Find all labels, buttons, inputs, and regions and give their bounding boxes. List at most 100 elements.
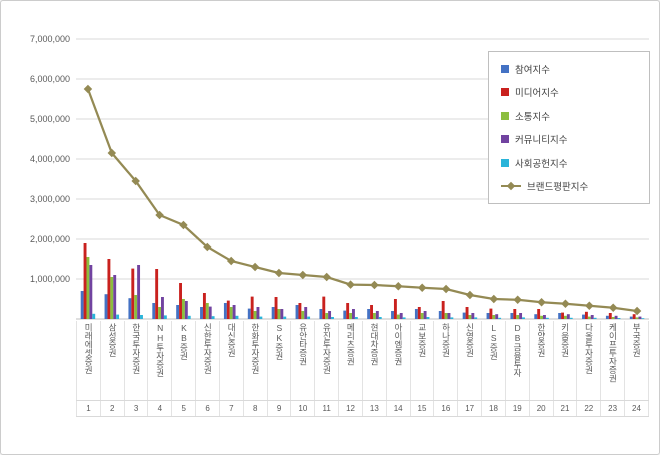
bar-커뮤니티지수 [614,315,618,319]
line-브랜드평판지수 [86,88,638,313]
bar-커뮤니티지수 [113,275,117,319]
bar-사회공헌지수 [426,317,430,319]
bar-사회공헌지수 [641,318,645,319]
bar-사회공헌지수 [331,317,334,319]
bar-미디어지수 [393,299,397,319]
bar-미디어지수 [274,297,278,319]
bar-참여지수 [343,310,347,319]
bar-참여지수 [486,313,490,319]
bar-소통지수 [587,316,591,319]
bar-커뮤니티지수 [328,311,332,319]
x-category-number: 5 [171,401,195,416]
x-category-label: 부국증권 [631,323,642,357]
bar-소통지수 [181,299,185,319]
bar-참여지수 [295,305,299,319]
x-category-number: 11 [314,401,338,416]
bar-미디어지수 [370,305,373,319]
bar-커뮤니티지수 [137,265,141,319]
x-category-cell: 교보증권 [409,321,434,400]
bar-참여지수 [414,309,418,319]
y-tick-label: 4,000,000 [30,154,70,164]
bar-커뮤니티지수 [566,314,570,319]
x-category-label: 한국투자증권 [131,323,142,374]
bar-소통지수 [301,311,305,319]
bar-사회공헌지수 [378,317,382,319]
bar-소통지수 [325,313,329,319]
x-category-number: 18 [481,401,505,416]
legend-label: 사회공헌지수 [515,158,568,170]
legend-label: 미디어지수 [515,88,559,100]
bar-사회공헌지수 [617,318,621,319]
bar-참여지수 [582,314,585,319]
x-category-label: 케이프투자증권 [607,323,618,383]
bar-커뮤니티지수 [447,313,451,319]
marker-브랜드평판지수 [632,306,642,316]
x-category-label: 유안타증권 [298,323,309,366]
x-category-cell: 메리츠증권 [338,321,362,400]
x-category-label: 대신증권 [226,323,237,357]
bar-커뮤니티지수 [543,315,546,319]
marker-브랜드평판지수 [250,262,260,272]
marker-브랜드평판지수 [441,284,451,294]
bar-사회공헌지수 [259,316,263,319]
marker-브랜드평판지수 [585,301,594,311]
bar-커뮤니티지수 [256,307,260,319]
bar-커뮤니티지수 [375,311,379,319]
bar-참여지수 [80,291,84,319]
legend-line-swatch [501,181,521,191]
bar-사회공헌지수 [163,315,167,319]
bar-미디어지수 [489,308,493,319]
bar-미디어지수 [465,307,469,319]
bar-참여지수 [271,307,275,319]
x-category-cell: 유진투자증권 [314,321,338,400]
bar-참여지수 [319,309,323,319]
legend-diamond-marker [506,182,516,191]
bar-미디어지수 [298,303,302,319]
bar-참여지수 [223,303,227,319]
x-category-label: KB증권 [178,323,189,360]
marker-브랜드평판지수 [131,176,140,186]
bar-미디어지수 [131,268,135,319]
x-category-label: 아이엠증권 [393,323,404,366]
bar-커뮤니티지수 [184,301,188,319]
x-category-label: LS증권 [488,323,499,360]
bar-소통지수 [516,315,520,319]
legend-swatch [501,64,509,73]
marker-브랜드평판지수 [489,294,499,304]
bar-참여지수 [510,313,514,319]
bar-사회공헌지수 [235,315,239,319]
bar-참여지수 [605,315,609,319]
bar-미디어지수 [561,312,564,319]
marker-브랜드평판지수 [226,256,236,266]
x-category-number: 16 [433,401,457,416]
y-tick-label: 2,000,000 [30,234,70,244]
bar-미디어지수 [537,309,541,319]
bar-참여지수 [438,311,442,319]
legend-item-소통지수: 소통지수 [501,105,649,127]
x-category-label: 다올투자증권 [584,323,595,374]
x-category-label: 유진투자증권 [321,323,332,374]
x-category-label: 한화투자증권 [250,323,261,374]
marker-브랜드평판지수 [394,281,403,291]
marker-브랜드평판지수 [608,303,618,313]
bar-소통지수 [540,315,544,319]
x-category-cell: NH투자증권 [147,321,171,400]
bar-미디어지수 [608,313,612,319]
bar-커뮤니티지수 [304,307,308,319]
legend-item-미디어지수: 미디어지수 [501,81,649,103]
bar-미디어지수 [441,301,445,319]
bar-소통지수 [158,307,162,319]
x-category-label: DB금융투자 [512,323,523,377]
y-tick-label: 6,000,000 [30,74,70,84]
bar-소통지수 [205,303,209,319]
bar-미디어지수 [155,269,159,319]
bar-소통지수 [110,277,114,319]
x-category-number: 4 [147,401,171,416]
x-category-number: 17 [457,401,481,416]
legend-label: 브랜드평판지수 [527,182,589,194]
bar-미디어지수 [250,296,254,319]
marker-브랜드평판지수 [561,299,570,309]
bar-소통지수 [253,311,257,319]
legend-item-사회공헌지수: 사회공헌지수 [501,152,649,174]
